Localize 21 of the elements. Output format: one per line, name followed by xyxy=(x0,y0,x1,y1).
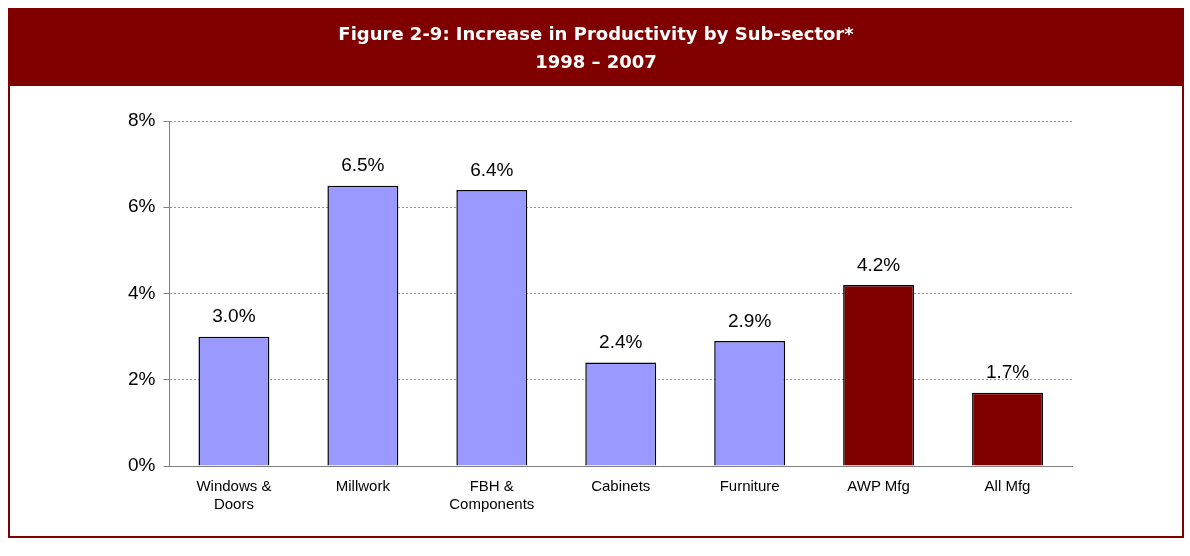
x-tick-label: Windows & Doors xyxy=(196,477,272,513)
data-label: 2.9% xyxy=(728,309,772,331)
x-tick-label: All Mfg xyxy=(984,477,1031,495)
data-label: 6.4% xyxy=(470,158,514,180)
chart-title: Figure 2-9: Increase in Productivity by Sub-sector* xyxy=(337,22,855,46)
data-label: 1.7% xyxy=(985,361,1030,383)
data-label: 2.4% xyxy=(599,331,643,353)
x-tick-label: Cabinets xyxy=(591,477,651,495)
y-tick-label: 6% xyxy=(127,195,156,217)
data-label: 3.0% xyxy=(212,305,256,327)
y-tick-label: 8% xyxy=(127,109,156,131)
x-tick-label: FBH & Components xyxy=(449,477,535,513)
chart-subtitle: 1998 – 2007 xyxy=(534,50,658,74)
x-tick-label: AWP Mfg xyxy=(847,477,910,495)
y-tick-label: 4% xyxy=(127,281,156,303)
x-tick-label: Millwork xyxy=(335,477,391,495)
y-tick-label: 0% xyxy=(127,454,156,476)
data-label: 6.5% xyxy=(341,154,385,176)
y-tick-label: 2% xyxy=(127,367,156,389)
data-label: 4.2% xyxy=(856,253,901,275)
x-tick-label: Furniture xyxy=(719,477,780,495)
